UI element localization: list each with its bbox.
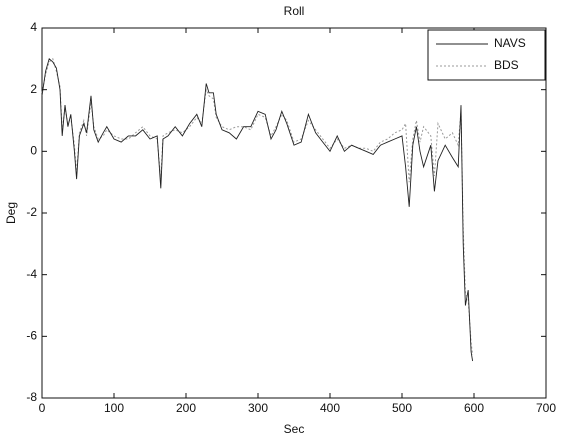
y-tick-label: -6 [26,329,37,343]
y-tick-label: 4 [30,20,37,34]
x-tick-label: 300 [248,401,268,415]
y-tick-label: 0 [30,144,37,158]
line-series [41,58,474,362]
legend-label: BDS [494,58,519,72]
y-tick-label: -8 [26,390,37,404]
x-tick-label: 700 [536,401,556,415]
line-series [41,57,474,355]
x-tick-label: 400 [320,401,340,415]
x-tick-label: 100 [104,401,124,415]
x-tick-label: 200 [176,401,196,415]
x-axis-label: Sec [284,422,305,436]
x-tick-label: 600 [464,401,484,415]
chart-title: Roll [284,4,305,18]
y-tick-label: 2 [30,82,37,96]
legend-box [427,29,546,81]
legend-label: NAVS [494,36,526,50]
x-tick-label: 500 [392,401,412,415]
x-tick-label: 0 [39,401,46,415]
y-tick-label: -2 [26,205,37,219]
y-tick-label: -4 [26,267,37,281]
y-axis-label: Deg [4,202,18,224]
